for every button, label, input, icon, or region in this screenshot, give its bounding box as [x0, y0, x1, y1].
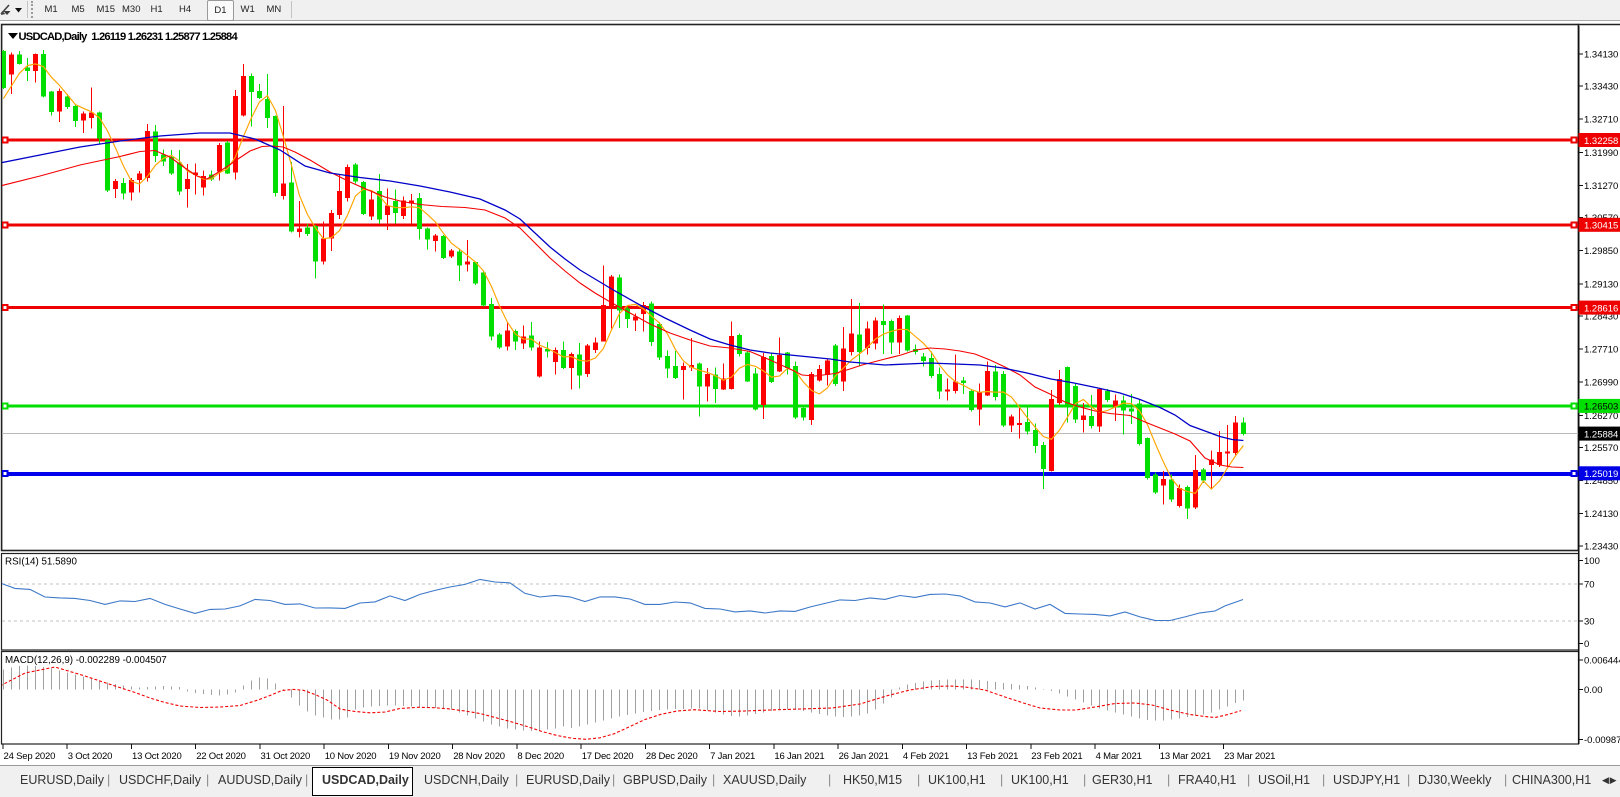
svg-text:100: 100 [1584, 556, 1600, 567]
svg-text:8 Dec 2020: 8 Dec 2020 [517, 751, 564, 762]
svg-text:16 Jan 2021: 16 Jan 2021 [774, 751, 824, 762]
svg-text:1.24130: 1.24130 [1584, 509, 1618, 520]
svg-text:28 Nov 2020: 28 Nov 2020 [453, 751, 505, 762]
svg-text:22 Oct 2020: 22 Oct 2020 [196, 751, 246, 762]
svg-text:17 Dec 2020: 17 Dec 2020 [582, 751, 634, 762]
svg-text:1.25884: 1.25884 [1584, 429, 1618, 440]
svg-text:1.25570: 1.25570 [1584, 443, 1618, 454]
svg-text:1.32258: 1.32258 [1584, 136, 1618, 147]
svg-text:1.23430: 1.23430 [1584, 541, 1618, 552]
svg-text:0.006444: 0.006444 [1584, 655, 1620, 666]
svg-text:MACD(12,26,9) -0.002289 -0.004: MACD(12,26,9) -0.002289 -0.004507 [5, 655, 167, 666]
svg-text:1.29850: 1.29850 [1584, 246, 1618, 257]
svg-text:1.31990: 1.31990 [1584, 148, 1618, 159]
svg-text:30: 30 [1584, 617, 1595, 628]
svg-text:RSI(14) 51.5890: RSI(14) 51.5890 [5, 557, 77, 568]
svg-text:10 Nov 2020: 10 Nov 2020 [325, 751, 377, 762]
svg-text:23 Feb 2021: 23 Feb 2021 [1031, 751, 1082, 762]
svg-text:1.25019: 1.25019 [1584, 469, 1618, 480]
svg-text:70: 70 [1584, 580, 1595, 591]
svg-text:1.34130: 1.34130 [1584, 49, 1618, 60]
svg-text:1.28616: 1.28616 [1584, 303, 1618, 314]
svg-text:4 Mar 2021: 4 Mar 2021 [1096, 751, 1142, 762]
svg-text:1.26990: 1.26990 [1584, 378, 1618, 389]
svg-text:-0.00987: -0.00987 [1584, 735, 1620, 746]
svg-text:0: 0 [1584, 639, 1589, 650]
svg-text:7 Jan 2021: 7 Jan 2021 [710, 751, 755, 762]
svg-text:13 Feb 2021: 13 Feb 2021 [967, 751, 1018, 762]
svg-text:13 Oct 2020: 13 Oct 2020 [132, 751, 182, 762]
svg-text:USDCAD,Daily 1.26119 1.26231: USDCAD,Daily 1.26119 1.26231 1.25877 1.2… [19, 31, 239, 43]
svg-text:4 Feb 2021: 4 Feb 2021 [903, 751, 949, 762]
svg-text:28 Dec 2020: 28 Dec 2020 [646, 751, 698, 762]
svg-text:1.32710: 1.32710 [1584, 115, 1618, 126]
svg-text:1.33430: 1.33430 [1584, 82, 1618, 93]
svg-text:1.30415: 1.30415 [1584, 221, 1618, 232]
svg-text:3 Oct 2020: 3 Oct 2020 [68, 751, 112, 762]
svg-text:26 Jan 2021: 26 Jan 2021 [839, 751, 889, 762]
svg-text:31 Oct 2020: 31 Oct 2020 [261, 751, 311, 762]
svg-text:13 Mar 2021: 13 Mar 2021 [1160, 751, 1211, 762]
svg-text:24 Sep 2020: 24 Sep 2020 [4, 751, 56, 762]
svg-text:1.27710: 1.27710 [1584, 345, 1618, 356]
svg-text:1.26503: 1.26503 [1584, 402, 1618, 413]
svg-text:23 Mar 2021: 23 Mar 2021 [1224, 751, 1275, 762]
svg-text:1.29130: 1.29130 [1584, 279, 1618, 290]
svg-text:0.00: 0.00 [1584, 685, 1603, 696]
svg-text:19 Nov 2020: 19 Nov 2020 [389, 751, 441, 762]
svg-text:1.31270: 1.31270 [1584, 181, 1618, 192]
